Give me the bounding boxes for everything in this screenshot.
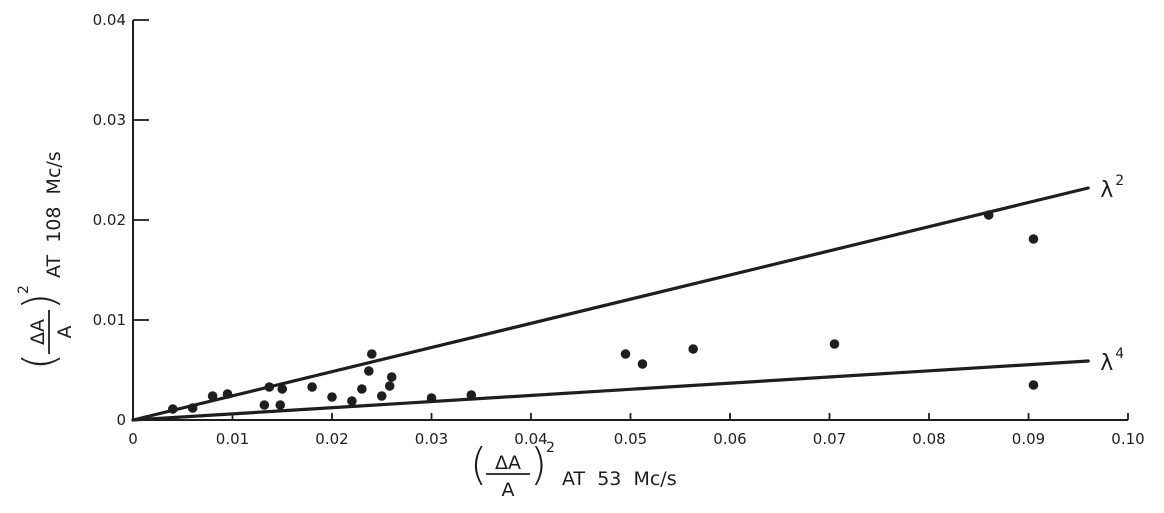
data-point <box>384 381 395 391</box>
data-point <box>207 391 218 401</box>
data-point <box>386 372 397 382</box>
data-point <box>222 389 233 399</box>
data-point <box>264 382 275 392</box>
x-tick-label: 0.03 <box>415 430 448 448</box>
data-points <box>168 210 1039 414</box>
reference-lines: λ 2λ 4 <box>131 173 1124 422</box>
data-point <box>637 359 648 369</box>
data-point <box>1028 234 1039 244</box>
data-point <box>426 393 437 403</box>
y-label-paren-right: ) <box>14 293 65 310</box>
x-tick-label: 0.02 <box>315 430 348 448</box>
data-point <box>983 210 994 220</box>
y-tick-label: 0.01 <box>93 311 126 329</box>
data-point <box>275 400 286 410</box>
x-label-paren-right: ) <box>530 439 547 490</box>
data-point <box>357 384 367 394</box>
y-axis-label: ( ΔA A ) 2 AT 108 Mc/s <box>14 151 76 370</box>
data-point <box>364 366 374 376</box>
data-point <box>466 390 477 400</box>
x-axis-ticks: 0 0.01 0.02 0.03 0.04 0.05 0.06 0.07 0.08 0.09 0.1… <box>128 413 1145 448</box>
data-point <box>327 392 337 402</box>
lambda-4-exponent: 4 <box>1115 346 1124 362</box>
y-tick-label: 0.04 <box>93 11 126 29</box>
y-tick-label: 0.02 <box>93 211 126 229</box>
x-axis-label: ( ΔA A ) 2 AT 53 Mc/s <box>470 439 677 501</box>
x-tick-label: 0.01 <box>216 430 249 448</box>
data-point <box>367 349 377 359</box>
x-tick-label: 0.08 <box>912 430 945 448</box>
y-axis-ticks: 0 0.01 0.02 0.03 0.04 <box>93 11 149 429</box>
data-point <box>1028 380 1039 390</box>
data-point <box>620 349 631 359</box>
x-label-exponent: 2 <box>546 440 555 456</box>
y-label-suffix: AT 108 Mc/s <box>43 151 65 278</box>
y-label-denominator: A <box>54 326 76 339</box>
x-tick-label: 0.06 <box>713 430 746 448</box>
x-tick-label: 0.04 <box>514 430 547 448</box>
data-point <box>187 403 198 413</box>
lambda-2-line <box>131 186 1090 422</box>
x-tick-label: 0 <box>128 430 138 448</box>
x-label-numerator: ΔA <box>495 452 521 474</box>
data-point <box>376 391 387 401</box>
data-point <box>347 396 357 406</box>
y-tick-label: 0 <box>116 411 126 429</box>
y-label-exponent: 2 <box>16 285 32 294</box>
x-label-suffix: AT 53 Mc/s <box>562 468 677 490</box>
x-label-paren-left: ( <box>470 439 487 490</box>
x-tick-label: 0.05 <box>614 430 647 448</box>
data-point <box>688 344 698 354</box>
data-point <box>277 384 288 394</box>
x-label-denominator: A <box>502 479 515 501</box>
lambda-2-exponent: 2 <box>1115 173 1124 189</box>
lambda-2-label: λ <box>1100 178 1113 203</box>
y-label-paren-left: ( <box>14 353 65 370</box>
x-tick-label: 0.07 <box>813 430 846 448</box>
x-tick-label: 0.09 <box>1012 430 1045 448</box>
y-label-numerator: ΔA <box>27 319 49 345</box>
x-tick-label: 0.10 <box>1111 430 1144 448</box>
lambda-4-label: λ <box>1100 351 1113 376</box>
lambda-4-line <box>131 359 1090 422</box>
y-tick-label: 0.03 <box>93 111 126 129</box>
data-point <box>259 400 270 410</box>
data-point <box>168 404 178 414</box>
data-point <box>829 339 840 349</box>
axes <box>132 20 1128 421</box>
data-point <box>307 382 317 392</box>
